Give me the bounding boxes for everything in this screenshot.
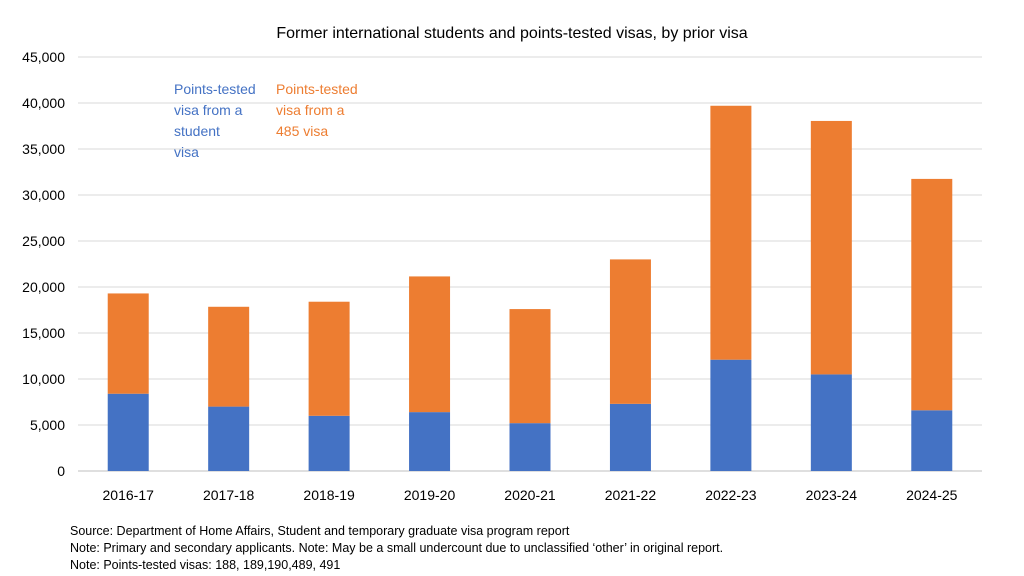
bar-student-visa	[308, 415, 350, 471]
bar-485-visa	[107, 293, 149, 394]
x-tick-label: 2023-24	[806, 487, 858, 503]
y-tick-label: 30,000	[22, 187, 65, 203]
y-tick-label: 15,000	[22, 325, 65, 341]
x-tick-label: 2019-20	[404, 487, 456, 503]
x-tick-label: 2020-21	[504, 487, 556, 503]
x-tick-label: 2021-22	[605, 487, 657, 503]
y-tick-label: 5,000	[30, 417, 65, 433]
x-tick-label: 2017-18	[203, 487, 255, 503]
y-tick-label: 10,000	[22, 371, 65, 387]
x-tick-label: 2016-17	[103, 487, 155, 503]
bar-485-visa	[308, 301, 350, 416]
bar-485-visa	[911, 178, 953, 411]
x-tick-label: 2022-23	[705, 487, 757, 503]
bar-485-visa	[609, 259, 651, 404]
bar-student-visa	[710, 359, 752, 471]
x-tick-label: 2018-19	[303, 487, 355, 503]
y-tick-label: 40,000	[22, 95, 65, 111]
chart-title: Former international students and points…	[276, 25, 747, 42]
bar-student-visa	[911, 410, 953, 471]
y-tick-label: 45,000	[22, 49, 65, 65]
bar-student-visa	[509, 423, 551, 471]
x-tick-label: 2024-25	[906, 487, 958, 503]
legend-485-visa: Points-tested visa from a 485 visa	[276, 81, 358, 139]
y-tick-label: 35,000	[22, 141, 65, 157]
bar-student-visa	[208, 406, 250, 471]
bar-485-visa	[810, 120, 852, 375]
bar-student-visa	[609, 403, 651, 471]
bar-student-visa	[107, 393, 149, 471]
visa-subclasses-note: Note: Points-tested visas: 188, 189,190,…	[70, 558, 341, 572]
bar-student-visa	[810, 374, 852, 471]
bar-485-visa	[509, 309, 551, 424]
legend-student-visa: Points-tested visa from a student visa	[174, 81, 256, 160]
chart-notes: Source: Department of Home Affairs, Stud…	[70, 523, 723, 574]
stacked-bar-chart: Former international students and points…	[22, 25, 982, 503]
y-axis-ticks: 0 5,000 10,000 15,000 20,000 25,000 30,000 35,0…	[22, 49, 65, 479]
y-tick-label: 0	[57, 463, 65, 479]
y-tick-label: 20,000	[22, 279, 65, 295]
legend: Points-tested visa from a student visa Point…	[174, 81, 358, 160]
bar-485-visa	[208, 306, 250, 407]
bars	[107, 105, 953, 471]
bar-student-visa	[409, 412, 451, 471]
y-tick-label: 25,000	[22, 233, 65, 249]
source-note: Source: Department of Home Affairs, Stud…	[70, 524, 570, 538]
bar-485-visa	[710, 105, 752, 360]
x-axis-ticks: 2016-17 2017-18 2018-19 2019-20 2020-21 2021-…	[103, 487, 958, 503]
bar-485-visa	[409, 276, 451, 413]
applicants-note: Note: Primary and secondary applicants. …	[70, 541, 724, 555]
